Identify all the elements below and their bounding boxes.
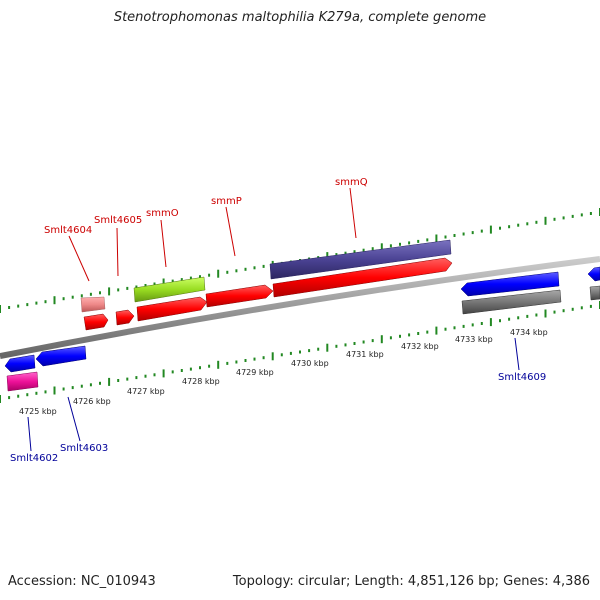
feature-edge-cog[interactable] — [590, 286, 600, 300]
scale-label: 4733 kbp — [455, 335, 493, 344]
scale-label: 4734 kbp — [510, 328, 548, 337]
scale-label: 4726 kbp — [73, 397, 111, 406]
cds-smmP[interactable] — [206, 285, 273, 307]
feature-smlt4602-cog[interactable] — [7, 372, 38, 391]
scale-label: 4732 kbp — [401, 342, 439, 351]
scale-label: 4728 kbp — [182, 377, 220, 386]
cds-smlt4605[interactable] — [116, 310, 134, 325]
gene-label-smmO: smmO — [146, 208, 179, 219]
scale-label: 4727 kbp — [127, 387, 165, 396]
gene-label-smlt4603: Smlt4603 — [60, 443, 108, 454]
cds-edge-reverse[interactable] — [588, 267, 600, 281]
gene-label-smlt4602: Smlt4602 — [10, 453, 58, 464]
gene-label-smlt4605: Smlt4605 — [94, 215, 142, 226]
gene-label-smlt4609: Smlt4609 — [498, 372, 546, 383]
gene-label-smlt4604: Smlt4604 — [44, 225, 92, 236]
genome-map: Smlt4604 Smlt4605 smmO smmP smmQ Smlt460… — [0, 0, 600, 600]
scale-label: 4725 kbp — [19, 407, 57, 416]
feature-smlt4604-cog[interactable] — [81, 297, 105, 312]
topology-summary: Topology: circular; Length: 4,851,126 bp… — [233, 574, 590, 589]
gene-label-smmQ: smmQ — [335, 177, 368, 188]
gene-label-smmP: smmP — [211, 196, 242, 207]
scale-label: 4730 kbp — [291, 359, 329, 368]
scale-label: 4729 kbp — [236, 368, 274, 377]
scale-label: 4731 kbp — [346, 350, 384, 359]
accession-text: Accession: NC_010943 — [8, 574, 156, 589]
cds-smlt4602[interactable] — [5, 355, 35, 372]
cds-smlt4604[interactable] — [84, 314, 108, 330]
